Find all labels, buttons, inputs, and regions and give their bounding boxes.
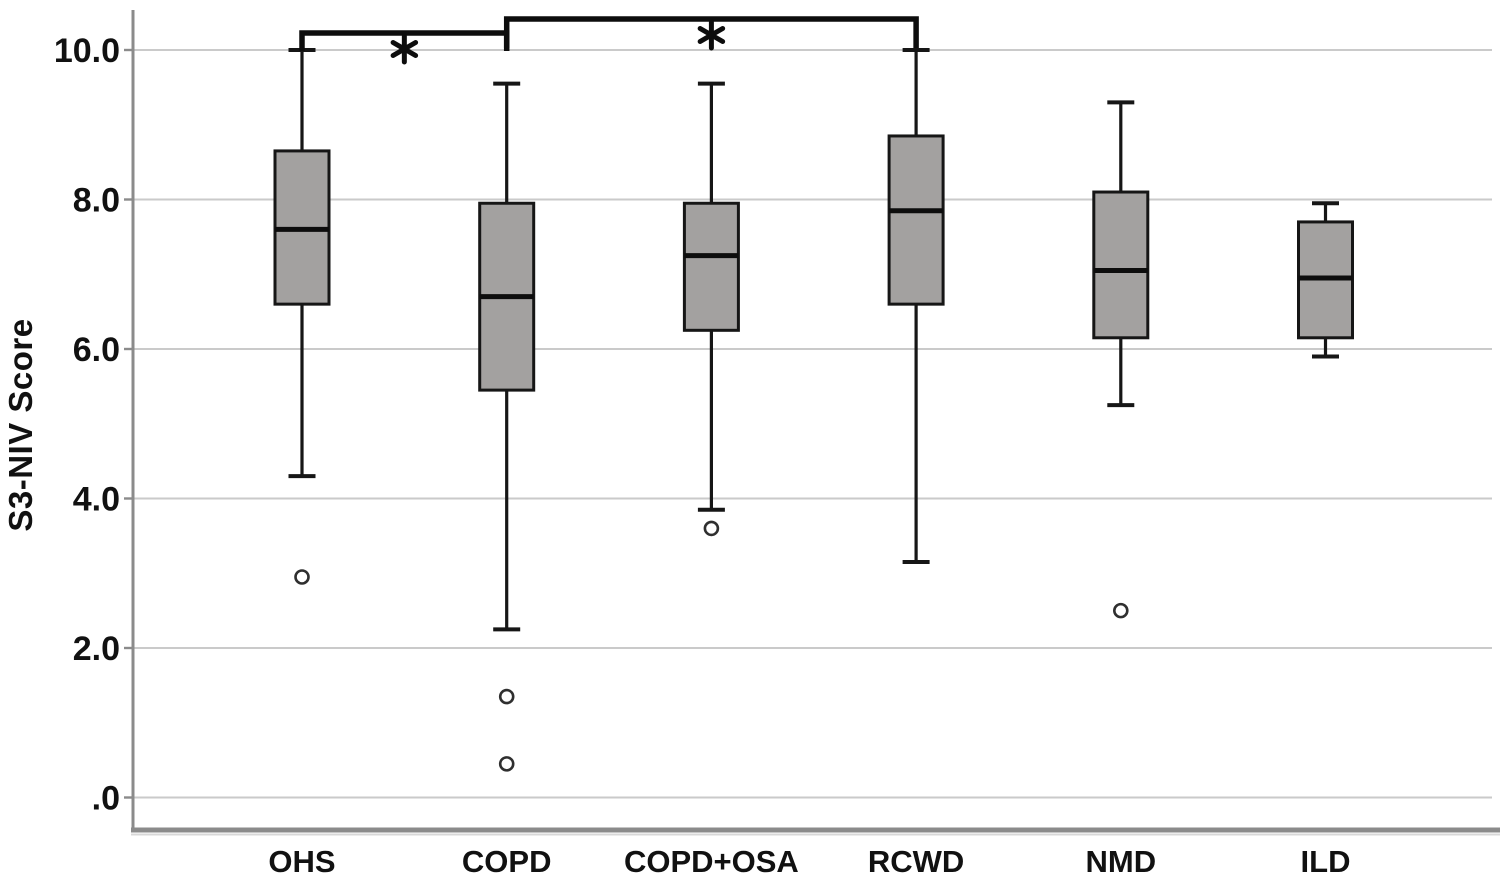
x-label-COPD: COPD (462, 844, 552, 879)
x-label-COPD+OSA: COPD+OSA (624, 844, 799, 879)
outlier-COPD-0 (498, 688, 515, 705)
x-label-ILD: ILD (1301, 844, 1351, 879)
iqr-box-COPD+OSA (682, 201, 740, 332)
sig-bracket-OHS-COPD (299, 30, 510, 65)
sig-bracket-path-COPD-RCWD (503, 16, 919, 48)
sig-bracket-COPD-RCWD (503, 16, 919, 51)
iqr-box-NMD (1092, 190, 1150, 340)
outlier-COPD+OSA-0 (703, 520, 720, 537)
boxplot-NMD (1092, 100, 1150, 619)
boxplot-COPD+OSA (682, 81, 740, 537)
outlier-NMD-0 (1113, 602, 1129, 619)
y-tick-label-6.0: 6.0 (73, 331, 120, 369)
x-label-NMD: NMD (1085, 844, 1156, 879)
y-tick-label-.0: .0 (92, 780, 120, 818)
y-tick-label-4.0: 4.0 (73, 481, 120, 519)
boxplot-ILD (1297, 201, 1354, 359)
x-label-OHS: OHS (268, 844, 335, 879)
gridlines-layer (133, 49, 1492, 799)
boxplots-layer (273, 48, 1354, 772)
y-tick-label-2.0: 2.0 (73, 630, 120, 668)
significance-layer (299, 16, 919, 65)
sig-label-OHS-COPD (390, 33, 419, 65)
star-spoke-d2 (697, 26, 726, 44)
boxplot-OHS (273, 48, 331, 585)
y-tick-label-10.0: 10.0 (54, 32, 120, 70)
axes-layer (124, 10, 1500, 836)
y-tick-label-8.0: 8.0 (73, 182, 120, 220)
sig-label-COPD-RCWD (697, 19, 726, 51)
boxplot-RCWD (887, 48, 945, 565)
star-spoke-d2 (390, 40, 419, 58)
outlier-COPD-1 (498, 756, 515, 772)
labels-layer: .0 2.0 4.0 6.0 8.0 10.0 OHS COPD COPD+OSA RCWD NMD… (54, 32, 1351, 879)
boxplot-COPD (478, 81, 536, 772)
x-label-RCWD: RCWD (868, 844, 964, 879)
outlier-OHS-0 (294, 569, 310, 585)
y-axis-title: S3-NIV Score (2, 318, 39, 531)
iqr-box-RCWD (887, 134, 945, 306)
